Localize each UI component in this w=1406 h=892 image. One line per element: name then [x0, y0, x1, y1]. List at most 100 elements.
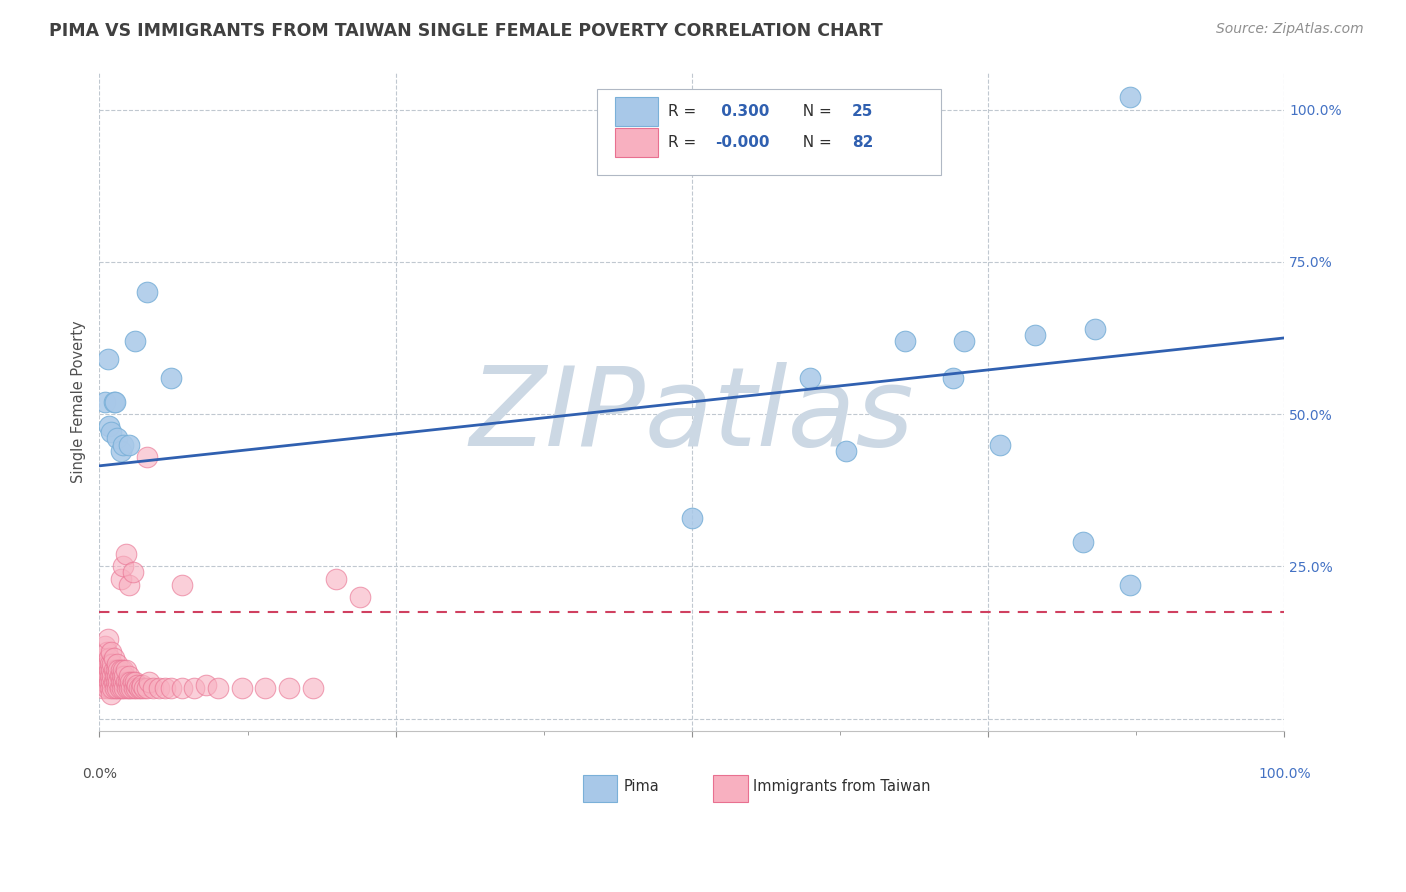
- Point: [131, 678, 153, 692]
- Point: [129, 681, 152, 695]
- Text: Immigrants from Taiwan: Immigrants from Taiwan: [754, 780, 931, 794]
- Point: [135, 285, 157, 300]
- Point: [117, 675, 139, 690]
- Point: [96, 663, 118, 677]
- Point: [101, 681, 124, 695]
- Point: [118, 669, 141, 683]
- FancyBboxPatch shape: [614, 96, 658, 126]
- Point: [835, 443, 858, 458]
- Text: R =: R =: [668, 135, 702, 150]
- Point: [142, 681, 165, 695]
- Point: [94, 639, 117, 653]
- Point: [98, 657, 121, 671]
- Point: [111, 669, 134, 683]
- Point: [105, 657, 128, 671]
- Point: [148, 681, 170, 695]
- Point: [105, 669, 128, 683]
- Point: [101, 669, 124, 683]
- Point: [127, 678, 149, 692]
- Point: [799, 370, 821, 384]
- Point: [1084, 322, 1107, 336]
- Text: ZIPatlas: ZIPatlas: [470, 361, 914, 468]
- Point: [94, 657, 117, 671]
- Point: [301, 681, 323, 695]
- Text: 82: 82: [852, 135, 873, 150]
- Point: [118, 437, 141, 451]
- Point: [110, 663, 132, 677]
- Point: [103, 663, 125, 677]
- Point: [101, 657, 124, 671]
- Text: Pima: Pima: [623, 780, 659, 794]
- Point: [110, 675, 132, 690]
- Point: [97, 419, 120, 434]
- Point: [325, 572, 347, 586]
- Point: [112, 663, 135, 677]
- Point: [104, 395, 127, 409]
- Point: [1024, 327, 1046, 342]
- Point: [125, 681, 148, 695]
- Point: [112, 559, 135, 574]
- Point: [97, 352, 120, 367]
- Point: [93, 669, 115, 683]
- Point: [103, 395, 125, 409]
- Point: [96, 644, 118, 658]
- Point: [100, 687, 122, 701]
- Point: [118, 577, 141, 591]
- Point: [105, 663, 128, 677]
- Point: [115, 681, 138, 695]
- Point: [97, 632, 120, 647]
- Point: [98, 669, 121, 683]
- Text: R =: R =: [668, 103, 702, 119]
- Text: 0.300: 0.300: [716, 103, 769, 119]
- Point: [105, 681, 128, 695]
- Point: [172, 577, 194, 591]
- Point: [114, 663, 136, 677]
- Point: [278, 681, 301, 695]
- Point: [97, 675, 120, 690]
- Point: [97, 669, 120, 683]
- Point: [988, 437, 1011, 451]
- Point: [231, 681, 253, 695]
- Point: [103, 675, 125, 690]
- Y-axis label: Single Female Poverty: Single Female Poverty: [72, 320, 86, 483]
- Point: [124, 675, 146, 690]
- Point: [108, 681, 131, 695]
- Point: [107, 675, 129, 690]
- Point: [159, 370, 181, 384]
- Point: [105, 675, 128, 690]
- Text: N =: N =: [793, 103, 837, 119]
- Point: [120, 675, 142, 690]
- Point: [207, 681, 229, 695]
- Point: [112, 437, 135, 451]
- Point: [135, 450, 157, 464]
- Point: [894, 334, 917, 348]
- Point: [107, 663, 129, 677]
- Point: [254, 681, 277, 695]
- Point: [98, 681, 121, 695]
- Point: [110, 572, 132, 586]
- Point: [100, 663, 122, 677]
- Point: [1119, 577, 1142, 591]
- Point: [681, 510, 703, 524]
- Point: [94, 675, 117, 690]
- Point: [93, 650, 115, 665]
- Point: [195, 678, 218, 692]
- Point: [121, 675, 143, 690]
- Point: [103, 650, 125, 665]
- Point: [112, 681, 135, 695]
- Point: [114, 547, 136, 561]
- Text: Source: ZipAtlas.com: Source: ZipAtlas.com: [1216, 22, 1364, 37]
- Point: [128, 681, 150, 695]
- Point: [134, 681, 156, 695]
- Point: [941, 370, 963, 384]
- Text: 0.0%: 0.0%: [82, 767, 117, 781]
- Point: [96, 681, 118, 695]
- Point: [1071, 535, 1094, 549]
- Point: [120, 681, 142, 695]
- Point: [97, 650, 120, 665]
- Text: -0.000: -0.000: [716, 135, 770, 150]
- Point: [97, 663, 120, 677]
- Point: [112, 675, 135, 690]
- Point: [122, 681, 145, 695]
- Point: [121, 566, 143, 580]
